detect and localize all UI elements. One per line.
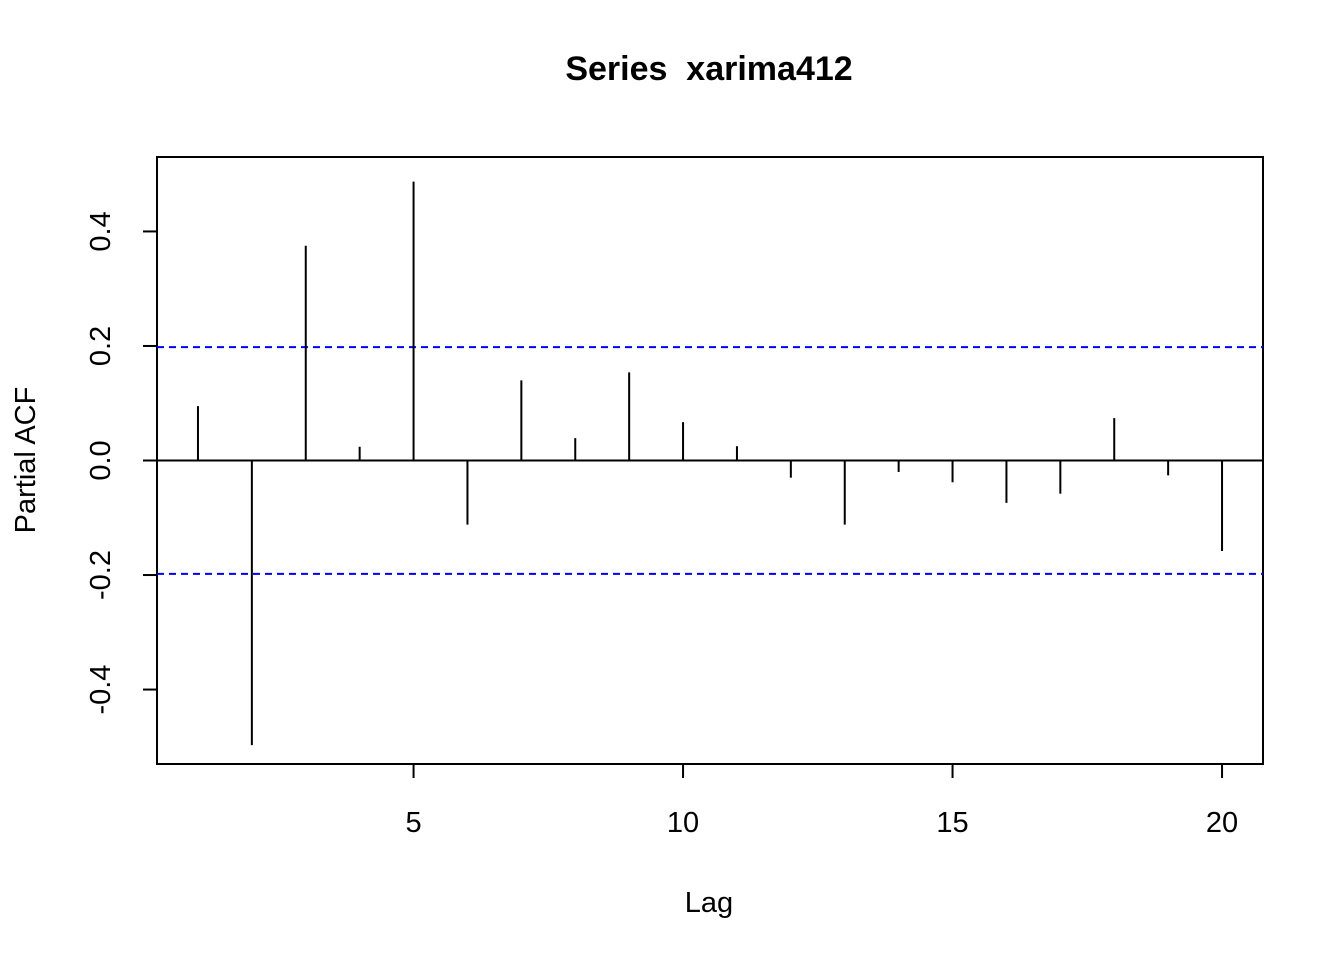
y-tick-label: 0.2: [85, 326, 117, 366]
y-tick-label: 0.0: [85, 440, 117, 480]
y-axis-label: Partial ACF: [10, 387, 42, 534]
y-tick-label: -0.2: [85, 550, 117, 600]
confidence-bounds: [157, 346, 1263, 575]
x-tick-label: 5: [405, 807, 421, 839]
chart-title: Series xarima412: [565, 50, 852, 88]
y-tick-label: 0.4: [85, 211, 117, 251]
y-axis: -0.4 -0.2 0.0 0.2 0.4: [85, 211, 157, 715]
y-tick-label: -0.4: [85, 665, 117, 715]
pacf-bars: [196, 181, 1224, 746]
x-tick-label: 15: [936, 807, 968, 839]
x-tick-label: 10: [667, 807, 699, 839]
x-axis-label: Lag: [685, 887, 733, 919]
x-axis: 5 10 15 20: [405, 764, 1238, 839]
x-tick-label: 20: [1206, 807, 1238, 839]
